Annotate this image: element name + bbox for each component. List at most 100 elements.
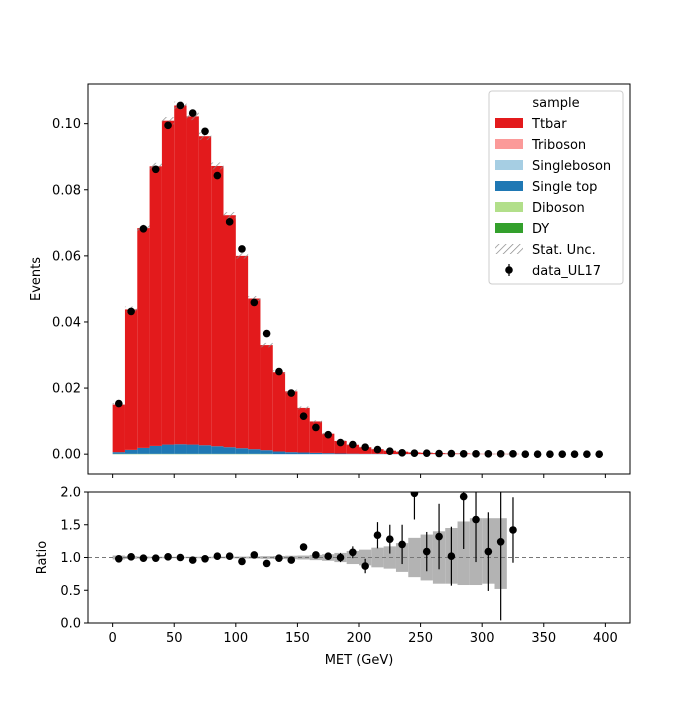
bar-single-top	[273, 452, 285, 455]
bar-single-top	[310, 453, 322, 454]
bar-single-top	[224, 447, 236, 454]
ratio-point	[497, 538, 505, 546]
data-point	[546, 450, 554, 458]
y-tick-label: 0.10	[52, 117, 81, 132]
ratio-point	[398, 541, 406, 549]
ratio-point	[435, 533, 443, 541]
bar-ttbar	[174, 105, 186, 444]
ratio-point	[140, 554, 148, 562]
ratio-point	[324, 552, 332, 560]
y-tick-label: 1.5	[60, 518, 81, 533]
data-point	[472, 450, 480, 458]
legend-swatch	[495, 202, 523, 212]
bar-single-top	[285, 452, 297, 454]
data-point	[312, 424, 320, 432]
bar-ttbar	[125, 309, 137, 449]
data-point	[226, 218, 234, 226]
x-tick-label: 350	[531, 631, 556, 646]
data-point	[164, 122, 172, 130]
bar-single-top	[334, 454, 346, 455]
bar-single-top	[211, 446, 223, 454]
data-point	[361, 443, 369, 451]
stat-unc-hatch	[310, 420, 322, 422]
ratio-point	[287, 556, 295, 564]
data-point	[189, 109, 197, 117]
bar-ttbar	[113, 405, 125, 453]
bar-ttbar	[137, 228, 149, 448]
x-tick-label: 150	[285, 631, 310, 646]
ratio-point	[460, 493, 468, 501]
data-point	[460, 450, 468, 458]
ratio-point	[300, 543, 308, 551]
x-tick-label: 400	[593, 631, 618, 646]
ratio-point	[127, 553, 135, 561]
bar-ttbar	[162, 121, 174, 445]
legend-label: Ttbar	[531, 117, 567, 132]
legend-swatch	[495, 118, 523, 128]
bar-single-top	[150, 446, 162, 454]
data-point	[583, 450, 591, 458]
bar-ttbar	[273, 372, 285, 451]
data-point	[423, 449, 431, 457]
x-tick-label: 300	[470, 631, 495, 646]
bar-ttbar	[199, 136, 211, 445]
y-axis-label: Events	[29, 257, 44, 301]
legend-swatch	[495, 181, 523, 191]
x-tick-label: 100	[223, 631, 248, 646]
ratio-point	[226, 552, 234, 560]
bar-single-top	[174, 444, 186, 454]
bar-single-top	[187, 445, 199, 454]
y-tick-label: 0.08	[52, 183, 81, 198]
data-point	[485, 450, 493, 458]
stat-unc-hatch	[236, 253, 248, 259]
x-tick-label: 50	[166, 631, 183, 646]
x-tick-label: 0	[108, 631, 116, 646]
legend-label: Triboson	[531, 138, 586, 153]
data-point	[349, 441, 357, 449]
y-tick-label: 0.00	[52, 448, 81, 463]
data-point	[386, 447, 394, 455]
data-point	[263, 330, 271, 338]
ratio-point	[374, 531, 382, 539]
data-point	[435, 450, 443, 458]
data-point	[127, 308, 135, 316]
ratio-point	[349, 548, 357, 556]
data-point	[324, 431, 332, 439]
ratio-point	[423, 548, 431, 556]
ratio-plot-area	[88, 440, 630, 621]
data-point	[115, 400, 123, 408]
data-point	[152, 165, 160, 173]
data-point	[177, 102, 185, 110]
ratio-point	[337, 554, 345, 562]
x-tick-label: 200	[347, 631, 372, 646]
legend-label: Diboson	[532, 201, 585, 216]
data-point	[374, 446, 382, 454]
ratio-point	[115, 555, 123, 563]
bar-ttbar	[224, 215, 236, 447]
ratio-point	[386, 535, 394, 543]
data-point	[250, 299, 258, 307]
data-point	[300, 412, 308, 420]
ratio-point	[312, 551, 320, 559]
ratio-point	[177, 554, 185, 562]
bar-single-top	[113, 452, 125, 454]
ratio-point	[250, 551, 258, 559]
ratio-point	[214, 552, 222, 560]
data-point	[214, 172, 222, 180]
data-point	[411, 449, 419, 457]
data-point	[140, 225, 148, 233]
legend-swatch	[495, 244, 523, 254]
ratio-point	[472, 516, 480, 524]
y-tick-label: 0.04	[52, 315, 81, 330]
legend-swatch	[495, 160, 523, 170]
data-point	[558, 450, 566, 458]
bar-ttbar	[248, 299, 260, 450]
legend-label: DY	[532, 222, 549, 237]
bar-single-top	[297, 453, 309, 455]
ratio-point	[509, 526, 517, 534]
y-tick-label: 0.5	[60, 584, 81, 599]
data-point	[571, 450, 579, 458]
stat-unc-hatch	[297, 407, 309, 410]
